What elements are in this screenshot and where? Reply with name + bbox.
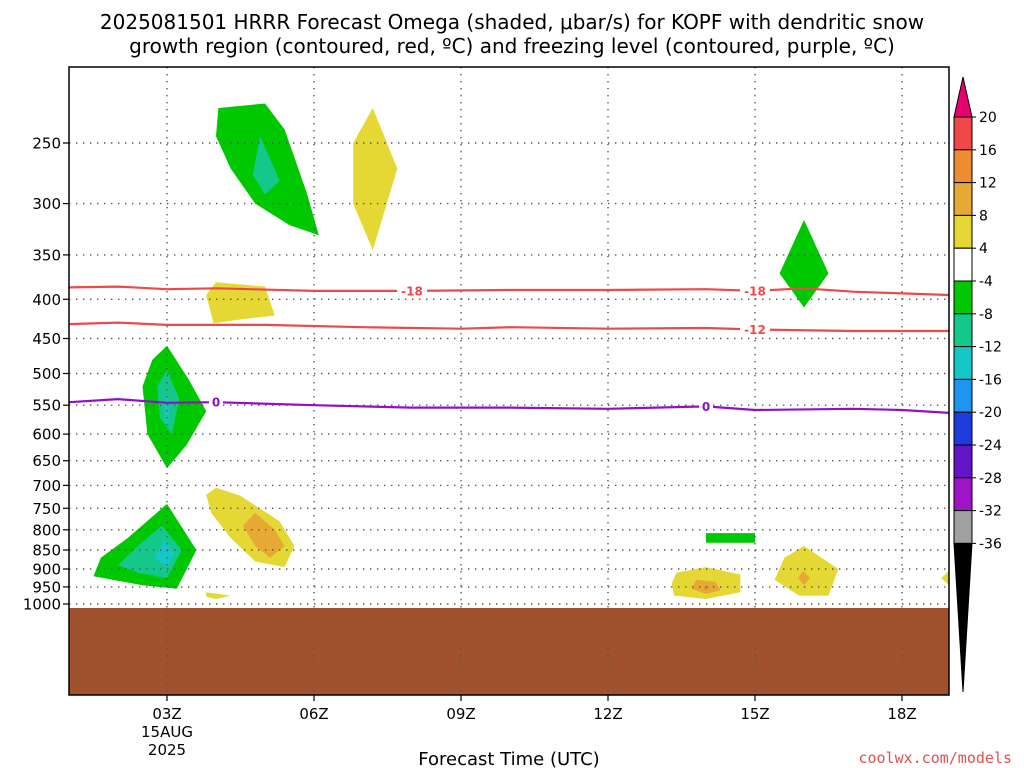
contour-label-bg: [209, 395, 223, 410]
colorbar-bin: [953, 411, 973, 446]
contour-label-bg: [740, 283, 770, 298]
y-tick-label: 600: [32, 426, 61, 444]
x-tick-year: 2025: [148, 741, 186, 759]
plot-frame: [68, 66, 950, 696]
y-tick-label: 750: [32, 500, 61, 518]
contour-line-0: [69, 397, 949, 414]
colorbar-bin: [953, 346, 973, 380]
y-tick-label: 550: [32, 397, 61, 415]
x-tick-date: 15AUG: [141, 723, 193, 741]
chart-title-line1: 2025081501 HRRR Forecast Omega (shaded, …: [100, 10, 924, 34]
colorbar-label: 4: [979, 241, 988, 257]
y-tick-label: 350: [32, 246, 61, 264]
contour-label--18: -18: [401, 284, 423, 298]
colorbar-label: 16: [979, 143, 997, 159]
colorbar-bin: [953, 149, 973, 184]
x-axis-label: Forecast Time (UTC): [418, 749, 599, 768]
omega-region-2: [353, 108, 398, 251]
contour-line--12: [69, 321, 949, 333]
surface-band: [69, 608, 949, 695]
colorbar-bin: [953, 510, 973, 544]
colorbar-bin: [953, 477, 973, 512]
y-tick-label: 900: [32, 561, 61, 579]
omega-shaded-regions: [93, 103, 949, 599]
pressure-axis: 2503003504004505005506006507007508008509…: [23, 135, 69, 614]
y-tick-label: 300: [32, 195, 61, 213]
colorbar-label: -8: [979, 307, 993, 323]
contour-label--18: -18: [744, 284, 766, 298]
contour-label-0: 0: [702, 400, 710, 414]
omega-region-12: [206, 592, 231, 599]
colorbar-label: 8: [979, 208, 988, 224]
colorbar-bin: [953, 313, 973, 348]
credit-label: coolwx.com/models: [858, 749, 1012, 767]
omega-region-6: [164, 392, 170, 426]
colorbar-label: -32: [979, 504, 1002, 520]
colorbar-bin: [953, 182, 973, 216]
colorbar-bottom-triangle: [953, 542, 973, 693]
colorbar-label: -24: [979, 438, 1002, 454]
colorbar-label: -36: [979, 536, 1002, 552]
colorbar-bin: [953, 444, 973, 479]
colorbar-label: 12: [979, 176, 997, 192]
contour-line--18: [69, 285, 949, 297]
contour-label-bg: [740, 322, 770, 337]
x-tick-label: 12Z: [593, 705, 622, 723]
colorbar-bin: [953, 214, 973, 249]
x-tick-label: 15Z: [740, 705, 769, 723]
grid-lines: [69, 67, 949, 695]
omega-region-1: [252, 136, 280, 195]
y-tick-label: 400: [32, 291, 61, 309]
colorbar-label: -20: [979, 405, 1002, 421]
colorbar-bin: [953, 378, 973, 413]
y-tick-label: 1000: [23, 596, 61, 614]
y-tick-label: 800: [32, 521, 61, 539]
x-tick-label: 06Z: [299, 705, 328, 723]
omega-region-3: [206, 282, 275, 324]
omega-region-9: [154, 540, 175, 568]
y-tick-label: 650: [32, 452, 61, 470]
contour-label--12: -12: [744, 323, 766, 337]
y-tick-label: 450: [32, 330, 61, 348]
colorbar-label: -12: [979, 340, 1002, 356]
y-tick-label: 250: [32, 135, 61, 153]
temperature-contours: -18 -18 -12 0 0: [69, 283, 949, 414]
omega-region-20: [941, 570, 949, 586]
y-tick-label: 500: [32, 365, 61, 383]
colorbar-label: -4: [979, 274, 993, 290]
omega-region-17: [703, 585, 710, 592]
omega-region-18: [774, 546, 839, 596]
contour-label-bg: [397, 283, 427, 298]
x-tick-label: 03Z: [152, 705, 181, 723]
y-tick-label: 700: [32, 477, 61, 495]
colorbar-top-triangle: [953, 76, 973, 118]
contour-label-0: 0: [212, 396, 220, 410]
x-tick-label: 09Z: [446, 705, 475, 723]
colorbar-bin: [953, 247, 973, 282]
colorbar-label: -16: [979, 372, 1002, 388]
colorbar-bin: [953, 280, 973, 315]
chart-title-line2: growth region (contoured, red, ºC) and f…: [129, 34, 895, 58]
colorbar-label: 20: [979, 110, 997, 126]
y-tick-label: 950: [32, 578, 61, 596]
contour-label-bg: [699, 399, 713, 414]
omega-region-19: [798, 570, 810, 586]
omega-region-11: [242, 512, 285, 558]
colorbar-label: -28: [979, 471, 1002, 487]
surface-ground-band: [69, 608, 949, 695]
omega-region-13: [779, 219, 829, 308]
colorbar-bin: [953, 116, 973, 151]
omega-colorbar: 20 16 12 8 4 -4 -8 -12 -16 -20 -24 -28 -32 -36: [953, 76, 1002, 693]
y-tick-label: 850: [32, 542, 61, 560]
omega-region-14: [706, 533, 755, 543]
x-tick-label: 18Z: [887, 705, 916, 723]
